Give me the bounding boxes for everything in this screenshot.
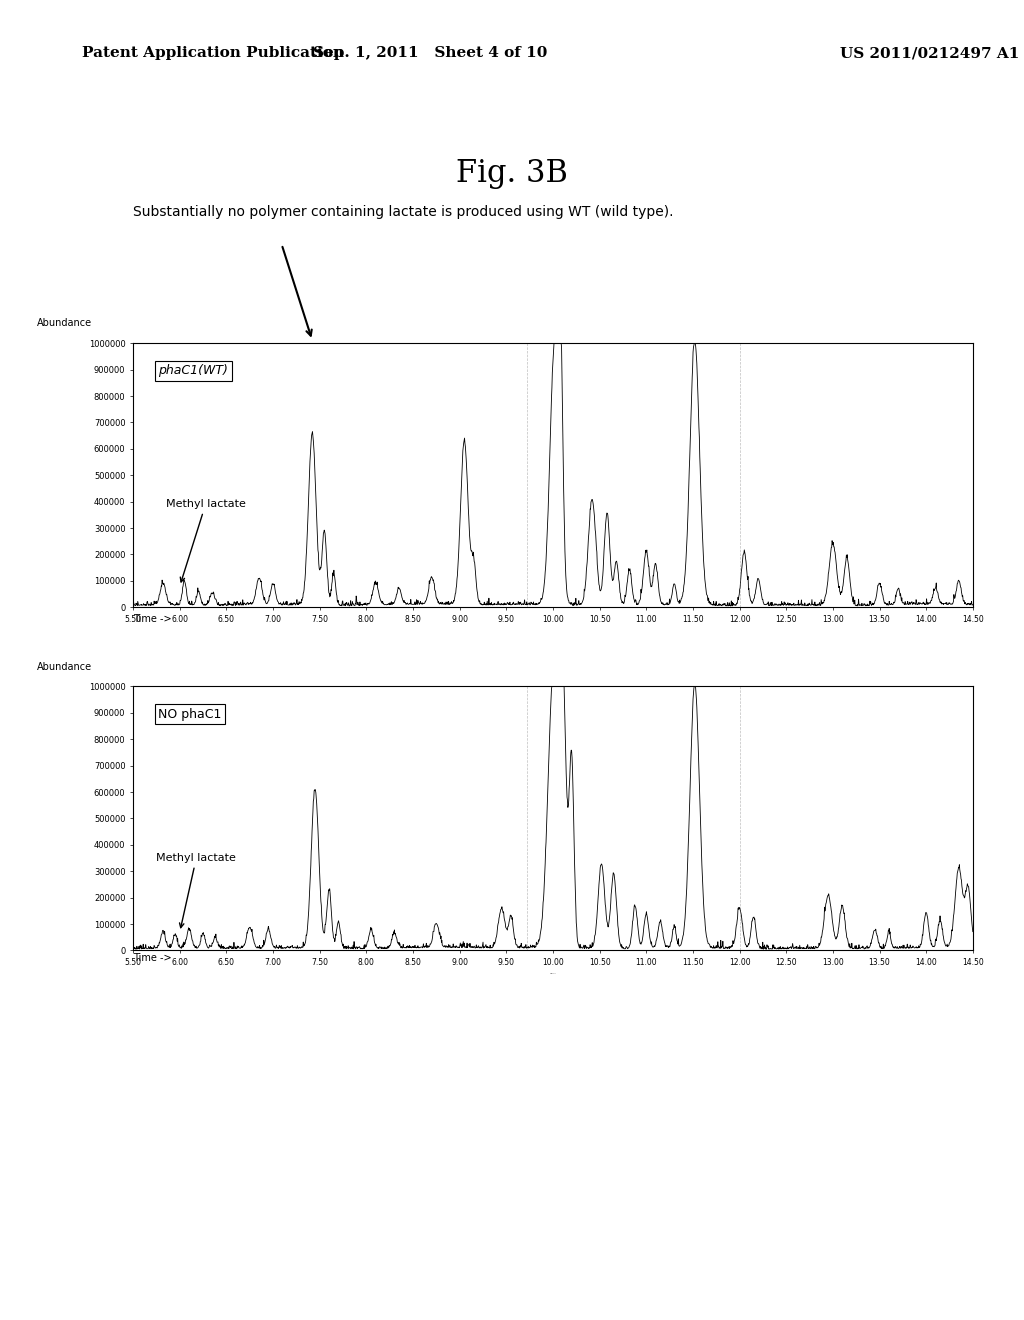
Text: US 2011/0212497 A1: US 2011/0212497 A1 xyxy=(840,46,1019,61)
Text: Methyl lactate: Methyl lactate xyxy=(166,499,246,582)
Text: Time ->: Time -> xyxy=(133,614,172,624)
Text: Patent Application Publication: Patent Application Publication xyxy=(82,46,344,61)
Text: Substantially no polymer containing lactate is produced using WT (wild type).: Substantially no polymer containing lact… xyxy=(133,205,674,219)
Text: Time ->: Time -> xyxy=(133,953,172,964)
Text: Fig. 3B: Fig. 3B xyxy=(456,158,568,189)
Text: Sep. 1, 2011   Sheet 4 of 10: Sep. 1, 2011 Sheet 4 of 10 xyxy=(313,46,547,61)
Text: Abundance: Abundance xyxy=(37,661,92,672)
Text: NO phaC1: NO phaC1 xyxy=(159,708,221,721)
Text: Methyl lactate: Methyl lactate xyxy=(157,853,237,928)
Text: phaC1(WT): phaC1(WT) xyxy=(159,364,228,378)
Text: Abundance: Abundance xyxy=(37,318,92,329)
